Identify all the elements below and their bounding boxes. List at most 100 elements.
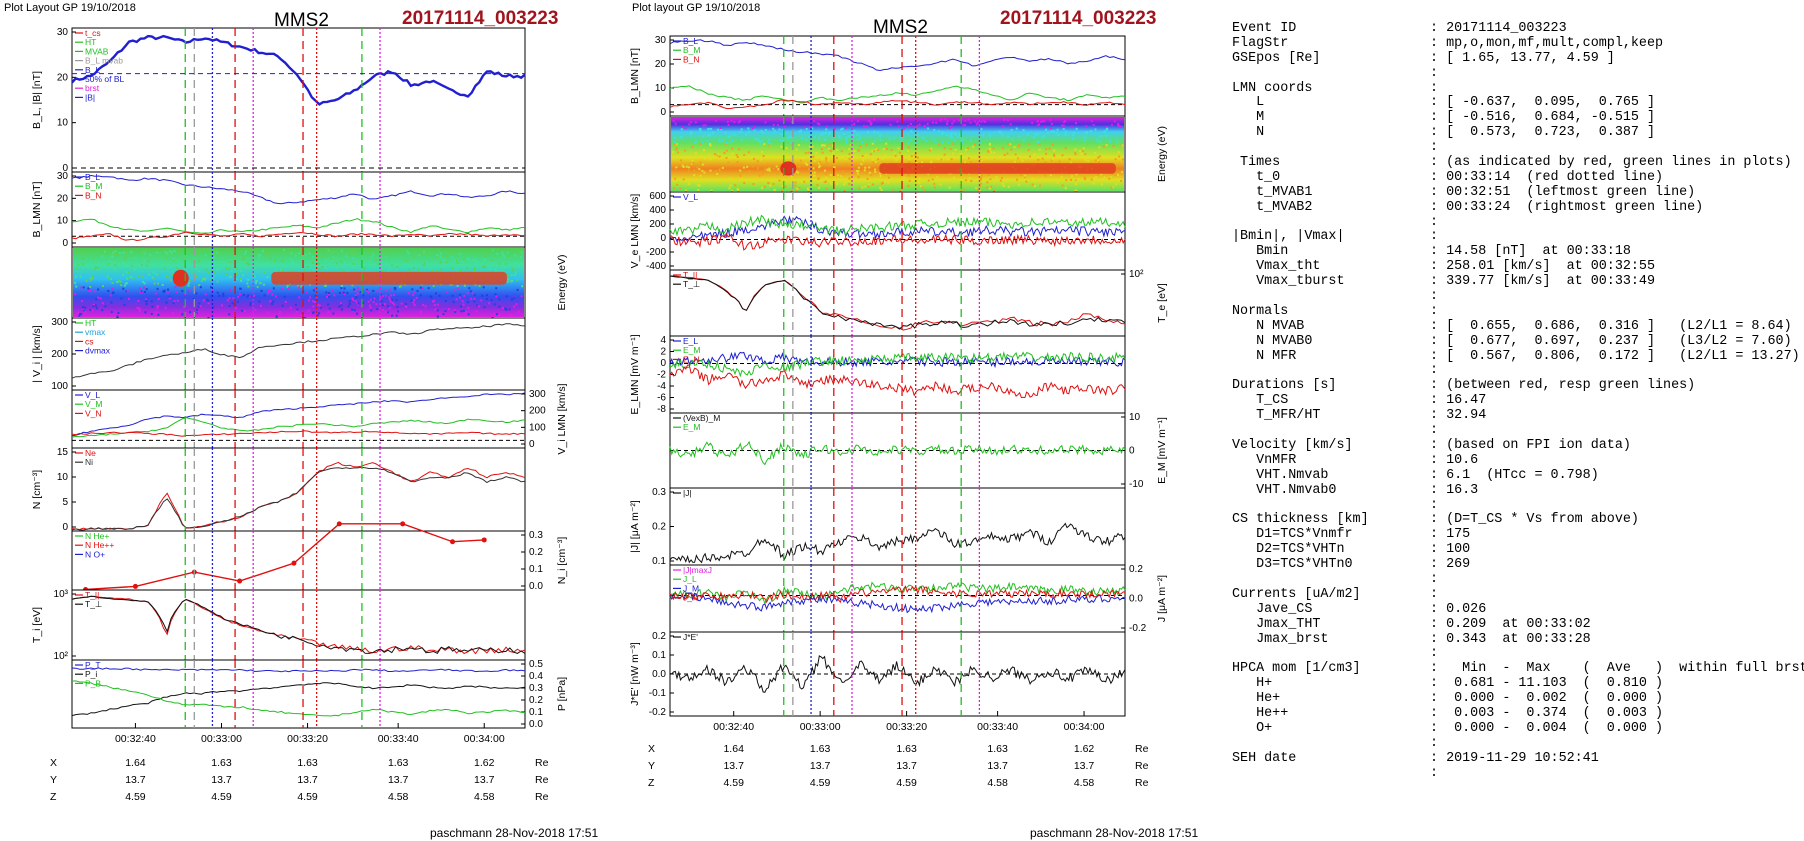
spectrogram-pixel bbox=[80, 286, 83, 289]
data-point bbox=[400, 521, 406, 527]
spectrogram-pixel bbox=[862, 125, 865, 128]
spectrogram-pixel bbox=[1117, 151, 1120, 154]
spectrogram-pixel bbox=[735, 154, 738, 157]
spectrogram-pixel bbox=[294, 303, 297, 306]
spectrogram-pixel bbox=[680, 136, 683, 139]
panel-frame bbox=[669, 191, 1126, 271]
info-value: : bbox=[1430, 140, 1439, 156]
spectrogram-pixel bbox=[355, 301, 358, 304]
spectrogram-pixel bbox=[396, 305, 399, 308]
coord-value: 1.62 bbox=[474, 757, 495, 769]
spectrogram-pixel bbox=[970, 179, 973, 182]
spectrogram-pixel bbox=[459, 296, 462, 299]
coord-value: 1.64 bbox=[125, 757, 146, 769]
spectrogram-pixel bbox=[1073, 178, 1076, 181]
spectrogram-pixel bbox=[419, 294, 422, 297]
spectrogram-pixel bbox=[842, 133, 845, 136]
data-point bbox=[450, 539, 456, 545]
spectrogram-pixel bbox=[1011, 138, 1014, 141]
spectrogram-pixel bbox=[87, 287, 90, 290]
spectrogram-pixel bbox=[373, 263, 376, 266]
spectrogram-pixel bbox=[1027, 149, 1030, 152]
spectrogram-pixel bbox=[711, 131, 714, 134]
spectrogram-pixel bbox=[1028, 155, 1031, 158]
spectrogram-pixel bbox=[940, 118, 943, 121]
spectrogram-pixel bbox=[145, 264, 148, 267]
y-tick-label: 300 bbox=[51, 317, 68, 328]
spectrogram-pixel bbox=[875, 148, 878, 151]
spectrogram-pixel bbox=[781, 129, 784, 132]
spectrogram-pixel bbox=[761, 140, 764, 143]
legend-label: vmax bbox=[85, 327, 106, 337]
spectrogram-pixel bbox=[718, 139, 721, 142]
spectrogram-pixel bbox=[79, 275, 82, 278]
spectrogram-pixel bbox=[475, 261, 478, 264]
spectrogram-pixel bbox=[422, 303, 425, 306]
spectrogram-pixel bbox=[425, 262, 428, 265]
y-axis-label: B_LMN [nT] bbox=[629, 48, 641, 104]
spectrogram-pixel bbox=[725, 149, 728, 152]
spectrogram-pixel bbox=[790, 143, 793, 146]
spectrogram-pixel bbox=[946, 120, 949, 123]
spectrogram-pixel bbox=[74, 275, 77, 278]
spectrogram-pixel bbox=[210, 278, 213, 281]
spectrogram-pixel bbox=[348, 302, 351, 305]
spectrogram-pixel bbox=[1026, 133, 1029, 136]
info-value: : bbox=[1430, 65, 1439, 81]
spectrogram-pixel bbox=[455, 298, 458, 301]
info-key: CS thickness [km] bbox=[1232, 512, 1369, 528]
spectrogram-pixel bbox=[127, 297, 130, 300]
spectrogram-pixel bbox=[822, 132, 825, 135]
info-value: : (between red, resp green lines) bbox=[1430, 378, 1696, 394]
spectrogram-pixel bbox=[731, 147, 734, 150]
spectrogram-pixel bbox=[952, 120, 955, 123]
spectrogram-pixel bbox=[361, 302, 364, 305]
spectrogram-pixel bbox=[111, 255, 114, 258]
spectrogram-pixel bbox=[730, 189, 733, 192]
spectrogram-pixel bbox=[741, 163, 744, 166]
info-row: M: [ -0.516, 0.684, -0.515 ] bbox=[1232, 110, 1804, 126]
spectrogram-pixel bbox=[101, 302, 104, 305]
spectrogram-pixel bbox=[857, 166, 860, 169]
spectrogram-pixel bbox=[504, 307, 507, 310]
spectrogram-pixel bbox=[241, 274, 244, 277]
spectrogram-pixel bbox=[163, 290, 166, 293]
spectrogram-pixel bbox=[339, 302, 342, 305]
spectrogram-pixel bbox=[463, 258, 466, 261]
info-value: : (D=T_CS * Vs from above) bbox=[1430, 512, 1639, 528]
spectrogram-pixel bbox=[340, 268, 343, 271]
spectrogram-pixel bbox=[1024, 174, 1027, 177]
spectrogram-pixel bbox=[324, 284, 327, 287]
y-tick-label: 200 bbox=[51, 349, 68, 360]
spectrogram-pixel bbox=[412, 301, 415, 304]
spectrogram-pixel bbox=[947, 141, 950, 144]
info-key: t_MVAB1 bbox=[1232, 184, 1313, 200]
y-tick-label: 0.1 bbox=[652, 556, 666, 567]
spectrogram-pixel bbox=[124, 257, 127, 260]
spectrogram-pixel bbox=[1036, 133, 1039, 136]
spectrogram-pixel bbox=[229, 275, 232, 278]
spectrogram-pixel bbox=[840, 150, 843, 153]
spectrogram-pixel bbox=[808, 145, 811, 148]
x-tick-label: 00:33:40 bbox=[378, 733, 419, 745]
spectrogram-pixel bbox=[203, 276, 206, 279]
spectrogram-pixel bbox=[1118, 155, 1121, 158]
spectrogram-pixel bbox=[841, 127, 844, 130]
left-event-title: 20171114_003223 bbox=[402, 8, 559, 29]
spectrogram-pixel bbox=[689, 156, 692, 159]
spectrogram-pixel bbox=[317, 303, 320, 306]
spectrogram-pixel bbox=[703, 171, 706, 174]
spectrogram-pixel bbox=[267, 289, 270, 292]
spectrogram-pixel bbox=[726, 120, 729, 123]
spectrogram-pixel bbox=[483, 260, 486, 263]
spectrogram-pixel bbox=[828, 142, 831, 145]
spectrogram-pixel bbox=[391, 264, 394, 267]
spectrogram-pixel bbox=[173, 300, 176, 303]
spectrogram-pixel bbox=[1045, 128, 1048, 131]
spectrogram-pixel bbox=[1058, 160, 1061, 163]
legend-label: T_|| bbox=[683, 270, 697, 280]
spectrogram-pixel bbox=[521, 285, 524, 288]
spectrogram-pixel bbox=[980, 128, 983, 131]
spectrogram-pixel bbox=[825, 161, 828, 164]
spectrogram-pixel bbox=[506, 255, 509, 258]
